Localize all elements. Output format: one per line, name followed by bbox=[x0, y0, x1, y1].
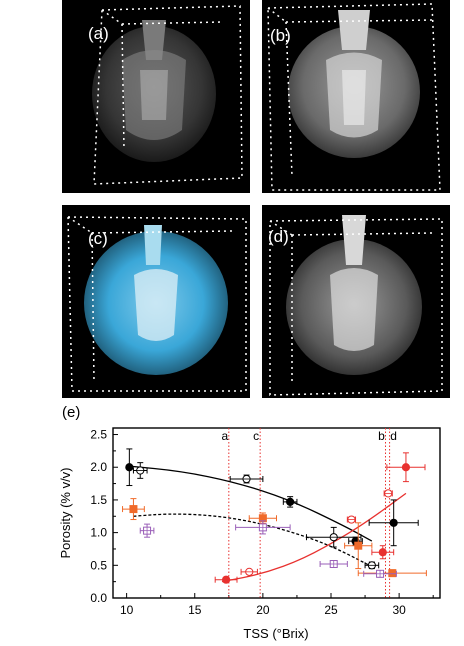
x-tick-label: 30 bbox=[392, 603, 406, 617]
data-point-s3-3 bbox=[401, 463, 411, 472]
y-tick-label: 2.5 bbox=[90, 428, 107, 442]
apple-ct-render-b bbox=[267, 3, 441, 191]
panel-b-label: (b) bbox=[270, 26, 291, 45]
fit-curve-2 bbox=[133, 513, 373, 568]
panel-b-image: (b) bbox=[262, 0, 450, 193]
data-point-s1-4 bbox=[389, 518, 398, 527]
panel-c-image: (c) bbox=[62, 205, 250, 398]
panel-d-image: (d) bbox=[262, 205, 450, 398]
reference-label-c: c bbox=[253, 429, 259, 443]
x-tick-label: 10 bbox=[120, 603, 134, 617]
x-tick-label: 15 bbox=[188, 603, 202, 617]
chart-panel-label: (e) bbox=[62, 404, 80, 421]
panel-c-label: (c) bbox=[88, 229, 108, 248]
data-point-s5-1 bbox=[129, 505, 138, 514]
reference-label-b: b bbox=[378, 429, 385, 443]
y-tick-label: 2.0 bbox=[90, 460, 107, 474]
apple-ct-render-d bbox=[269, 215, 443, 396]
y-tick-label: 1.0 bbox=[90, 526, 107, 540]
x-tick-label: 25 bbox=[324, 603, 338, 617]
data-point-s3-2 bbox=[378, 548, 387, 557]
y-axis-label: Porosity (% v/v) bbox=[58, 467, 73, 558]
panel-a-image: (a) bbox=[62, 0, 250, 193]
reference-label-a: a bbox=[221, 429, 228, 443]
data-point-s5-4 bbox=[388, 569, 397, 578]
panel-a-label: (a) bbox=[88, 24, 109, 43]
data-point-s1-1 bbox=[125, 463, 134, 472]
y-tick-label: 1.5 bbox=[90, 493, 107, 507]
data-point-s5-3 bbox=[354, 541, 363, 550]
fit-curve-1 bbox=[126, 465, 373, 542]
data-point-s3-1 bbox=[221, 575, 231, 584]
x-axis-label: TSS (°Brix) bbox=[243, 626, 308, 641]
apple-ct-render-a bbox=[92, 5, 243, 185]
y-tick-label: 0.0 bbox=[90, 591, 107, 605]
panel-d-label: (d) bbox=[268, 227, 289, 246]
y-tick-label: 0.5 bbox=[90, 558, 107, 572]
fit-curve-3 bbox=[221, 492, 407, 583]
reference-label-d: d bbox=[390, 429, 397, 443]
plot-frame bbox=[112, 427, 441, 599]
apple-ct-render-c bbox=[67, 216, 247, 392]
x-tick-label: 20 bbox=[256, 603, 270, 617]
data-point-s1-2 bbox=[286, 497, 295, 506]
